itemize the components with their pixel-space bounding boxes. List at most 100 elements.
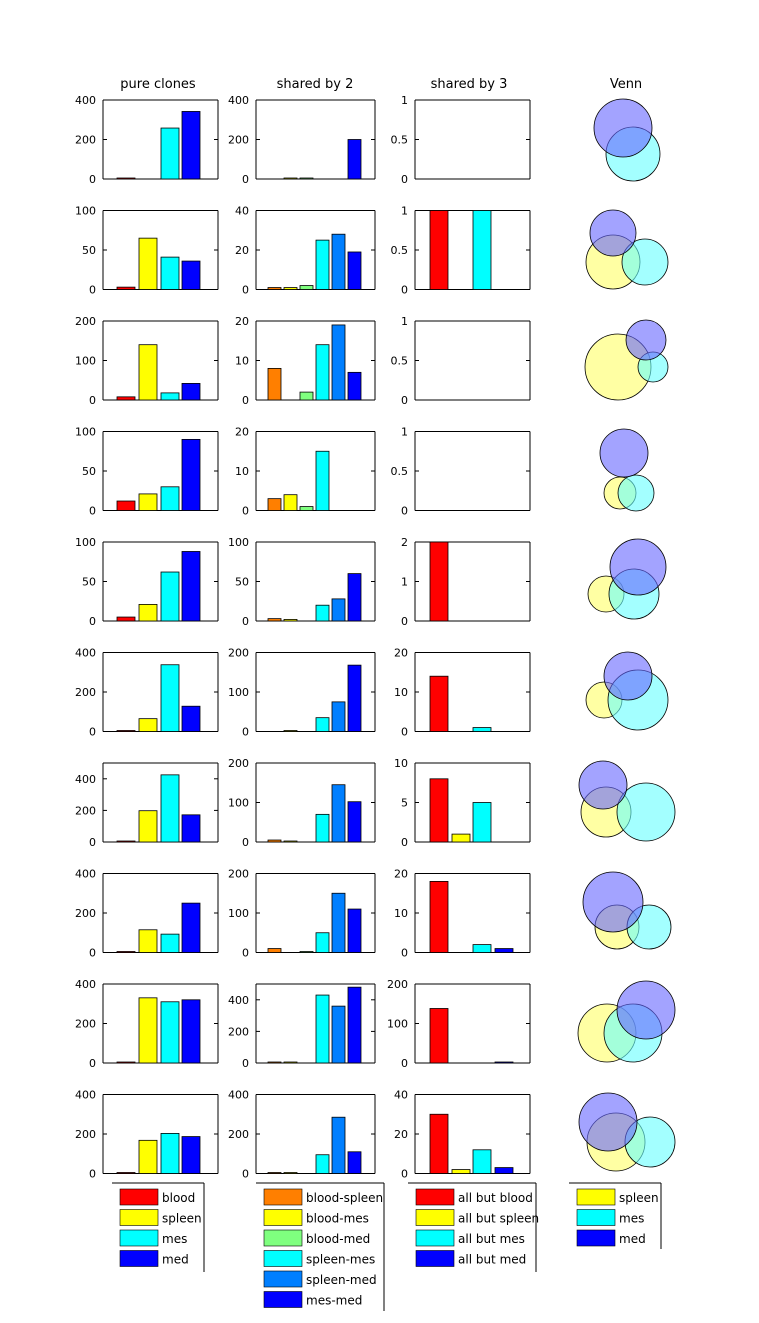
bar-mes: [160, 127, 180, 180]
bar-spleen-mes: [315, 450, 330, 511]
legend-label: all but blood: [458, 1191, 533, 1205]
bar-spleen-med: [331, 1005, 346, 1064]
bar-blood: [429, 1008, 449, 1064]
bar-spleen: [138, 604, 158, 622]
y-tick-label: 100: [75, 205, 96, 218]
pure_clones-panel: 0 50 100: [75, 426, 219, 518]
bar-spleen: [138, 997, 158, 1064]
y-tick-label: 0.5: [391, 355, 409, 368]
legend-label: mes: [162, 1232, 187, 1246]
legend-label: spleen: [619, 1191, 659, 1205]
legend-swatch: [263, 1188, 303, 1206]
bar-blood-spleen: [267, 1061, 282, 1064]
shared_by_2-panel: 0 200 400: [228, 1089, 376, 1181]
bar-mes: [472, 1149, 492, 1174]
bar-med: [181, 999, 201, 1064]
bar-blood: [116, 396, 136, 401]
y-tick-label: 200: [228, 868, 249, 881]
y-tick-label: 200: [228, 134, 249, 147]
venn-circle-med: [625, 319, 667, 361]
bar-spleen: [138, 1139, 158, 1174]
bar-blood-spleen: [267, 498, 282, 511]
y-tick-label: 200: [75, 686, 96, 699]
legend-swatch: [263, 1229, 303, 1247]
y-tick-label: 0: [401, 947, 408, 960]
legend-swatch: [263, 1291, 303, 1308]
y-tick-label: 1: [401, 315, 408, 328]
bar-mes: [160, 1133, 180, 1174]
bar-mes-med: [347, 139, 362, 180]
y-tick-label: 100: [75, 426, 96, 439]
bar-mes: [472, 210, 492, 290]
bar-blood-mes: [283, 177, 298, 180]
y-tick-label: 100: [75, 536, 96, 549]
y-tick-label: 400: [75, 647, 96, 660]
y-tick-label: 50: [82, 576, 96, 589]
bar-blood-mes: [283, 1061, 298, 1064]
y-tick-label: 100: [75, 355, 96, 368]
bar-spleen: [451, 1169, 471, 1174]
bar-mes-med: [347, 251, 362, 290]
y-tick-label: 100: [228, 536, 249, 549]
y-tick-label: 0: [401, 1057, 408, 1070]
y-tick-label: 200: [75, 804, 96, 817]
venn-circle-med: [589, 209, 637, 257]
y-tick-label: 200: [228, 757, 249, 770]
bar-blood: [116, 286, 136, 290]
bar-spleen-med: [331, 892, 346, 953]
shared_by_2-panel: 0 100 200: [228, 868, 376, 960]
legend-label: med: [162, 1253, 189, 1267]
shared_by_2-panel: 0 100 200: [228, 647, 376, 739]
bar-mes-med: [347, 1151, 362, 1174]
y-tick-label: 0: [89, 284, 96, 297]
bar-med: [181, 705, 201, 732]
y-tick-label: 400: [228, 1089, 249, 1102]
bar-spleen-mes: [315, 1154, 330, 1174]
bar-med: [494, 948, 514, 953]
y-tick-label: 400: [228, 994, 249, 1007]
y-tick-label: 0: [242, 947, 249, 960]
y-tick-label: 20: [394, 868, 408, 881]
venn-diagram: [577, 980, 676, 1063]
bar-blood-spleen: [267, 287, 282, 290]
bar-mes-med: [347, 801, 362, 843]
bar-spleen: [138, 810, 158, 843]
y-tick-label: 0: [89, 615, 96, 628]
bar-spleen: [138, 344, 158, 401]
column-title-shared-by-3: shared by 3: [431, 77, 508, 92]
bar-blood-mes: [283, 840, 298, 843]
bar-spleen: [138, 929, 158, 953]
bar-mes: [160, 256, 180, 290]
venn-diagrams: [577, 98, 676, 1172]
shared_by_2-panel: 0 10 20: [235, 426, 376, 518]
venn-circle-med: [578, 1092, 638, 1152]
y-tick-label: 100: [228, 797, 249, 810]
pure_clones-panel: 0 100 200: [75, 315, 219, 407]
legend-swatch: [415, 1229, 455, 1247]
y-tick-label: 0: [89, 1168, 96, 1181]
bar-blood-mes: [283, 494, 298, 511]
y-tick-label: 0: [242, 173, 249, 186]
bar-med: [181, 902, 201, 953]
legend-label: blood: [162, 1191, 195, 1205]
bar-blood: [429, 675, 449, 732]
legend-swatch: [415, 1250, 455, 1267]
bar-blood-mes: [283, 730, 298, 732]
bar-blood-med: [299, 391, 314, 401]
y-tick-label: 200: [75, 134, 96, 147]
y-tick-label: 50: [82, 465, 96, 478]
bar-med: [494, 1167, 514, 1174]
legend-swatch: [119, 1209, 159, 1226]
y-tick-label: 400: [228, 94, 249, 107]
bar-mes: [160, 933, 180, 953]
y-tick-label: 0: [89, 173, 96, 186]
legend-swatch: [263, 1209, 303, 1226]
shared_by_2-panel: 0 10 20: [235, 315, 376, 407]
y-tick-label: 0: [242, 394, 249, 407]
y-tick-label: 1: [401, 94, 408, 107]
bar-spleen-med: [331, 1116, 346, 1174]
shared_by_3-panel: 00.51: [391, 426, 531, 518]
y-tick-label: 400: [75, 1089, 96, 1102]
y-tick-label: 1: [401, 426, 408, 439]
shared_by_3-panel: 00.51: [391, 94, 531, 186]
